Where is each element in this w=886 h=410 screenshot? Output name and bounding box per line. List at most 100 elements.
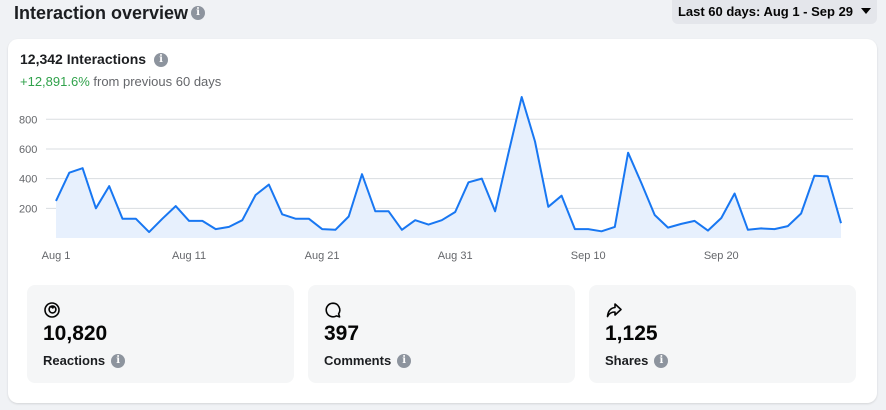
data-point[interactable] [81, 166, 85, 170]
data-point[interactable] [413, 218, 417, 222]
data-point[interactable] [586, 227, 590, 231]
data-point[interactable] [560, 194, 564, 198]
page-title: Interaction overview [14, 3, 189, 23]
x-tick-label: Aug 21 [305, 250, 340, 262]
shares-label: Shares [605, 353, 649, 368]
interactions-total: 12,342 Interactions [20, 51, 147, 67]
info-icon[interactable]: i [397, 353, 412, 368]
comments-label-row: Comments i [324, 353, 412, 368]
share-icon [606, 303, 622, 318]
data-point[interactable] [254, 193, 258, 197]
info-icon[interactable]: i [154, 53, 168, 67]
reactions-icon [44, 302, 60, 318]
data-point[interactable] [67, 171, 71, 175]
y-tick-label: 200 [19, 203, 37, 215]
data-point[interactable] [467, 180, 471, 184]
stat-card-comments: 397 Comments i [308, 285, 575, 383]
info-icon[interactable]: i [654, 353, 669, 368]
x-tick-label: Sep 20 [704, 250, 739, 262]
reactions-value: 10,820 [43, 322, 108, 345]
reactions-label-row: Reactions i [43, 353, 126, 368]
data-point[interactable] [839, 221, 843, 225]
x-tick-label: Aug 11 [172, 250, 206, 262]
data-point[interactable] [653, 213, 657, 217]
data-point[interactable] [107, 184, 111, 188]
x-tick-label: Aug 1 [42, 250, 71, 262]
data-point[interactable] [440, 218, 444, 222]
data-point[interactable] [546, 205, 550, 209]
data-point[interactable] [666, 226, 670, 230]
data-point[interactable] [693, 219, 697, 223]
comments-value: 397 [324, 322, 360, 345]
data-point[interactable] [639, 181, 643, 185]
data-point[interactable] [320, 227, 324, 231]
data-point[interactable] [719, 216, 723, 220]
data-point[interactable] [360, 172, 364, 176]
x-tick-label: Aug 31 [438, 250, 473, 262]
info-icon[interactable]: i [111, 353, 126, 368]
date-range-dropdown[interactable]: Last 60 days: Aug 1 - Sep 29 [672, 0, 877, 24]
data-point[interactable] [786, 224, 790, 228]
data-point[interactable] [400, 228, 404, 232]
data-point[interactable] [240, 218, 244, 222]
data-point[interactable] [121, 217, 125, 221]
data-point[interactable] [307, 217, 311, 221]
data-point[interactable] [187, 219, 191, 223]
data-point[interactable] [94, 206, 98, 210]
data-point[interactable] [54, 199, 58, 203]
data-point[interactable] [746, 228, 750, 232]
caret-down-icon [861, 8, 872, 14]
y-tick-label: 800 [19, 114, 37, 126]
data-point[interactable] [733, 192, 737, 196]
data-point[interactable] [174, 204, 178, 208]
data-point[interactable] [533, 140, 537, 144]
data-point[interactable] [333, 228, 337, 232]
data-point[interactable] [613, 225, 617, 229]
data-point[interactable] [427, 223, 431, 227]
data-point[interactable] [347, 215, 351, 219]
change-text: from previous 60 days [93, 74, 222, 89]
interactions-chart: 200 400 600 800 Aug 1 Aug 11 Aug 21 Aug 31 Sep 1… [19, 95, 853, 262]
series-line [55, 96, 842, 234]
data-point[interactable] [626, 151, 630, 155]
data-point[interactable] [759, 226, 763, 230]
data-point[interactable] [812, 174, 816, 178]
data-point[interactable] [706, 229, 710, 233]
data-point[interactable] [826, 174, 830, 178]
data-point[interactable] [679, 222, 683, 226]
change-value: +12,891.6% [20, 74, 90, 89]
data-point[interactable] [520, 95, 524, 99]
shares-value: 1,125 [605, 322, 658, 345]
data-point[interactable] [387, 209, 391, 213]
data-point[interactable] [453, 210, 457, 214]
shares-label-row: Shares i [605, 353, 669, 368]
date-range-label: Last 60 days: Aug 1 - Sep 29 [677, 3, 854, 19]
data-point[interactable] [294, 217, 298, 221]
info-icon[interactable]: i [191, 6, 205, 20]
data-point[interactable] [280, 212, 284, 216]
stat-card-reactions: 10,820 Reactions i [27, 285, 294, 383]
data-point[interactable] [373, 209, 377, 213]
data-point[interactable] [773, 227, 777, 231]
data-point[interactable] [160, 217, 164, 221]
data-point[interactable] [267, 183, 271, 187]
reactions-label: Reactions [43, 353, 106, 368]
change-summary: +12,891.6% from previous 60 days [20, 74, 221, 89]
x-tick-label: Sep 10 [571, 250, 606, 262]
interactions-card: 12,342 Interactions i +12,891.6% from pr… [8, 39, 877, 403]
data-point[interactable] [214, 227, 218, 231]
data-point[interactable] [134, 217, 138, 221]
data-point[interactable] [600, 229, 604, 233]
data-point[interactable] [480, 177, 484, 181]
comments-label: Comments [324, 353, 392, 368]
data-point[interactable] [493, 209, 497, 213]
data-point[interactable] [799, 212, 803, 216]
y-tick-label: 400 [19, 174, 37, 186]
comment-icon [325, 302, 341, 318]
data-point[interactable] [573, 227, 577, 231]
y-tick-label: 600 [19, 144, 37, 156]
data-point[interactable] [506, 151, 510, 155]
data-point[interactable] [147, 230, 151, 234]
data-point[interactable] [200, 219, 204, 223]
data-point[interactable] [227, 225, 231, 229]
